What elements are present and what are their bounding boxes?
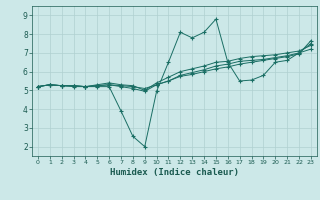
X-axis label: Humidex (Indice chaleur): Humidex (Indice chaleur) [110,168,239,177]
